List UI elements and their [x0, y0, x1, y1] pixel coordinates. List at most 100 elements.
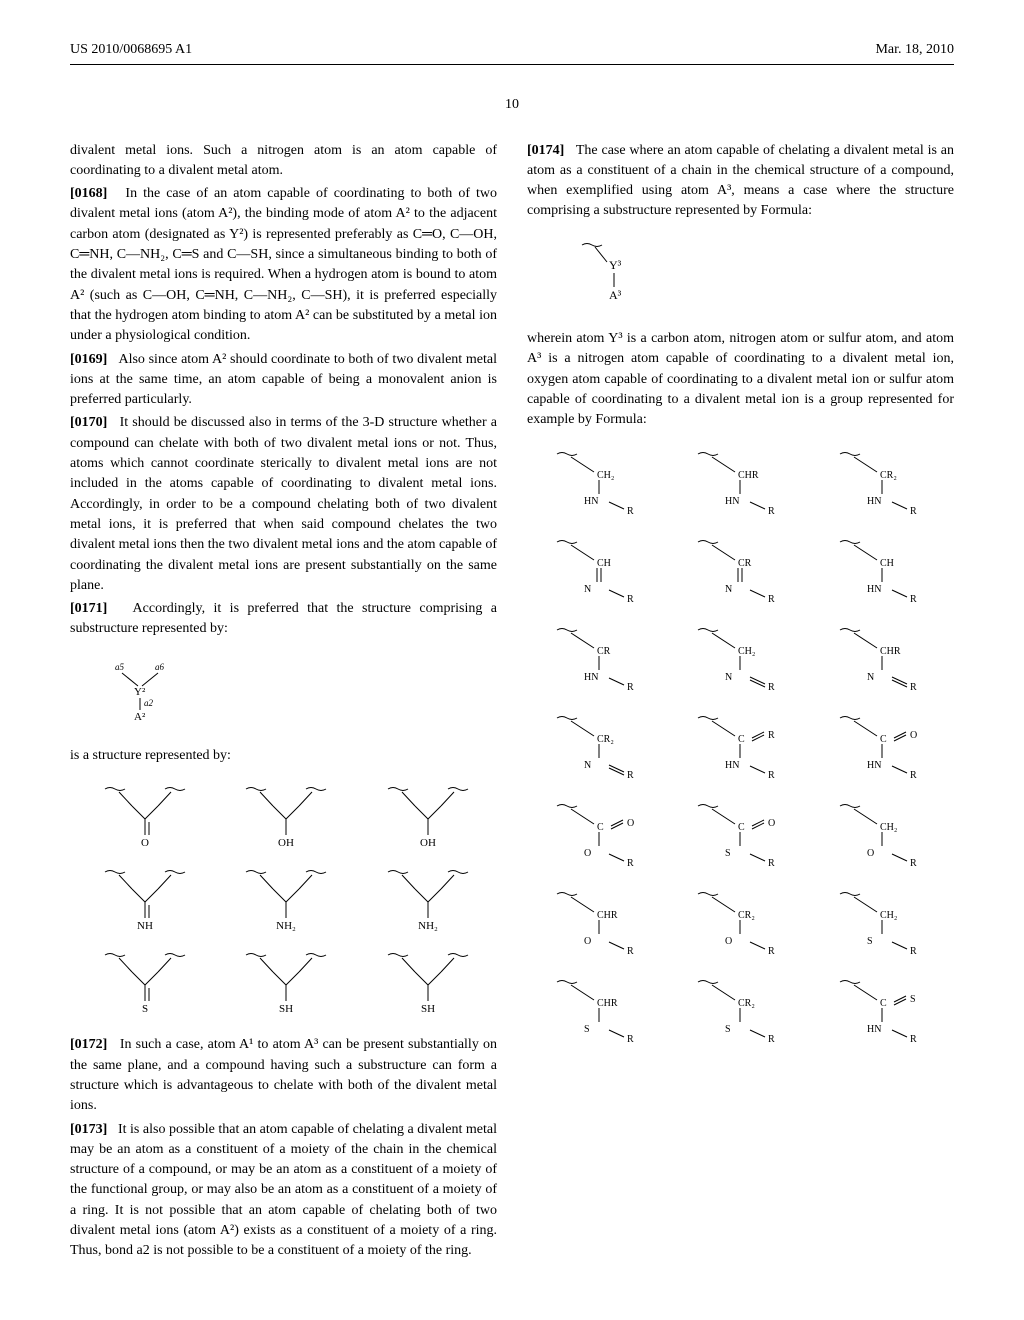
- svg-text:a2: a2: [144, 698, 154, 708]
- chem-structure: CR₂ O R: [679, 886, 813, 964]
- svg-text:S: S: [910, 994, 916, 1005]
- svg-text:N: N: [725, 672, 732, 683]
- svg-text:N: N: [584, 760, 591, 771]
- chem-structure: CH₂ O R: [820, 798, 954, 876]
- page-header: US 2010/0068695 A1 Mar. 18, 2010: [70, 40, 954, 65]
- svg-text:R: R: [910, 1034, 917, 1045]
- chem-structure: NH₂: [222, 864, 356, 937]
- svg-text:R: R: [768, 1034, 775, 1045]
- right-column: [0174] The case where an atom capable of…: [527, 141, 954, 1265]
- publication-number: US 2010/0068695 A1: [70, 40, 192, 60]
- chem-structure: CH₂ N R: [679, 622, 813, 700]
- svg-text:O: O: [627, 818, 634, 829]
- svg-text:SH: SH: [421, 1003, 435, 1015]
- chem-structure: CH HN R: [820, 534, 954, 612]
- svg-text:C: C: [738, 822, 745, 833]
- svg-text:CHR: CHR: [597, 998, 618, 1009]
- svg-text:CR₂: CR₂: [738, 910, 755, 921]
- para-num-0170: [0170]: [70, 415, 107, 430]
- svg-text:HN: HN: [725, 496, 739, 507]
- svg-text:HN: HN: [725, 760, 739, 771]
- svg-text:OH: OH: [420, 837, 436, 849]
- svg-text:HN: HN: [867, 1024, 881, 1035]
- chem-structure: C R HN R: [679, 710, 813, 788]
- lead-paragraph: divalent metal ions. Such a nitrogen ato…: [70, 141, 497, 182]
- svg-text:a5: a5: [115, 662, 125, 672]
- svg-text:CR: CR: [597, 646, 611, 657]
- svg-text:Y³: Y³: [609, 258, 622, 272]
- chem-structure: CHR HN R: [679, 446, 813, 524]
- svg-text:HN: HN: [867, 760, 881, 771]
- svg-text:R: R: [768, 770, 775, 781]
- chem-structure: NH₂: [363, 864, 497, 937]
- chem-structure: CH₂ HN R: [537, 446, 671, 524]
- chem-structure: C S HN R: [820, 974, 954, 1052]
- svg-text:R: R: [627, 682, 634, 693]
- svg-text:R: R: [768, 858, 775, 869]
- para-num-0172: [0172]: [70, 1037, 107, 1052]
- svg-text:S: S: [867, 936, 873, 947]
- svg-text:CH₂: CH₂: [738, 646, 755, 657]
- svg-text:N: N: [725, 584, 732, 595]
- svg-text:A³: A³: [609, 288, 622, 302]
- svg-text:R: R: [910, 770, 917, 781]
- svg-text:R: R: [768, 946, 775, 957]
- chem-structure: SH: [363, 947, 497, 1020]
- chem-structure: CR₂ N R: [537, 710, 671, 788]
- chem-structure: CH₂ S R: [820, 886, 954, 964]
- chem-structure: CR₂ S R: [679, 974, 813, 1052]
- svg-text:O: O: [141, 837, 149, 849]
- svg-text:A²: A²: [134, 711, 146, 723]
- para-num-0171: [0171]: [70, 601, 107, 616]
- svg-text:R: R: [627, 506, 634, 517]
- chem-structure: SH: [222, 947, 356, 1020]
- svg-text:HN: HN: [584, 672, 598, 683]
- svg-text:R: R: [627, 1034, 634, 1045]
- svg-text:C: C: [880, 998, 887, 1009]
- chem-structure: OH: [222, 781, 356, 854]
- paragraph-0170: [0170] It should be discussed also in te…: [70, 413, 497, 596]
- chem-structure: OH: [363, 781, 497, 854]
- svg-text:R: R: [627, 594, 634, 605]
- svg-text:NH₂: NH₂: [418, 920, 438, 932]
- paragraph-0174: [0174] The case where an atom capable of…: [527, 141, 954, 222]
- svg-text:R: R: [768, 730, 775, 741]
- svg-text:CH₂: CH₂: [880, 822, 897, 833]
- chem-structure: CR N R: [679, 534, 813, 612]
- svg-text:S: S: [142, 1003, 148, 1015]
- svg-text:R: R: [627, 946, 634, 957]
- svg-text:R: R: [768, 682, 775, 693]
- chem-structure: CHR S R: [537, 974, 671, 1052]
- svg-text:HN: HN: [867, 584, 881, 595]
- para-num-0173: [0173]: [70, 1122, 107, 1137]
- chem-structure: C O S R: [679, 798, 813, 876]
- svg-text:NH₂: NH₂: [277, 920, 297, 932]
- formula-1: a5 a6 Y² a2 A²: [100, 658, 497, 728]
- chem-structure: NH: [80, 864, 214, 937]
- chem-structure: C O HN R: [820, 710, 954, 788]
- svg-text:R: R: [910, 682, 917, 693]
- publication-date: Mar. 18, 2010: [875, 40, 954, 60]
- svg-text:C: C: [597, 822, 604, 833]
- chem-structure: CR HN R: [537, 622, 671, 700]
- paragraph-0172: [0172] In such a case, atom A¹ to atom A…: [70, 1035, 497, 1116]
- structure-grid-2: CH₂ HN R CHR HN R CR₂ HN R CH N R CR: [527, 446, 954, 1052]
- left-column: divalent metal ions. Such a nitrogen ato…: [70, 141, 497, 1265]
- svg-text:a6: a6: [155, 662, 165, 672]
- svg-text:CH: CH: [880, 558, 894, 569]
- formula-1-caption: is a structure represented by:: [70, 746, 497, 766]
- para-num-0168: [0168]: [70, 186, 107, 201]
- svg-text:O: O: [584, 936, 591, 947]
- paragraph-0169: [0169] Also since atom A² should coordin…: [70, 350, 497, 411]
- paragraph-0168: [0168] In the case of an atom capable of…: [70, 184, 497, 346]
- para-num-0169: [0169]: [70, 352, 107, 367]
- svg-text:R: R: [910, 858, 917, 869]
- structure-grid-1: O OH OH NH N: [70, 781, 497, 1020]
- chem-structure: S: [80, 947, 214, 1020]
- svg-text:O: O: [910, 730, 917, 741]
- chem-structure: CH N R: [537, 534, 671, 612]
- formula-2-text: wherein atom Y³ is a carbon atom, nitrog…: [527, 329, 954, 430]
- svg-text:N: N: [867, 672, 874, 683]
- svg-text:N: N: [584, 584, 591, 595]
- svg-text:SH: SH: [279, 1003, 293, 1015]
